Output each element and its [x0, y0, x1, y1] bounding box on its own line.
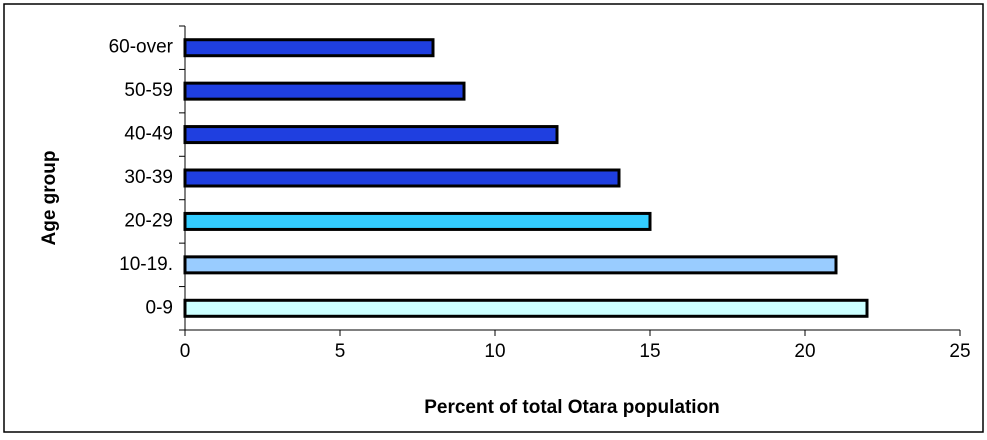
y-tick-label: 60-over: [109, 37, 174, 58]
bar: [183, 168, 621, 188]
x-tick-label: 25: [949, 341, 970, 362]
bar: [183, 81, 466, 101]
x-axis-label: Percent of total Otara population: [424, 397, 720, 418]
chart-border: [3, 3, 984, 433]
bar: [183, 38, 435, 58]
x-tick-label: 0: [180, 341, 191, 362]
bar: [183, 298, 869, 318]
y-tick-label: 40-49: [124, 124, 173, 145]
y-tick-label: 30-39: [124, 167, 173, 188]
bar: [183, 255, 838, 275]
x-tick-label: 5: [335, 341, 346, 362]
y-tick-label: 20-29: [124, 210, 173, 231]
y-tick-label: 10-19.: [119, 254, 173, 275]
bar: [183, 211, 652, 231]
bar: [183, 125, 559, 145]
x-tick-label: 15: [639, 341, 660, 362]
x-tick-label: 10: [484, 341, 505, 362]
y-tick-label: 0-9: [146, 297, 173, 318]
y-axis-label: Age group: [39, 151, 60, 246]
y-tick-label: 50-59: [124, 80, 173, 101]
x-tick-label: 20: [794, 341, 815, 362]
